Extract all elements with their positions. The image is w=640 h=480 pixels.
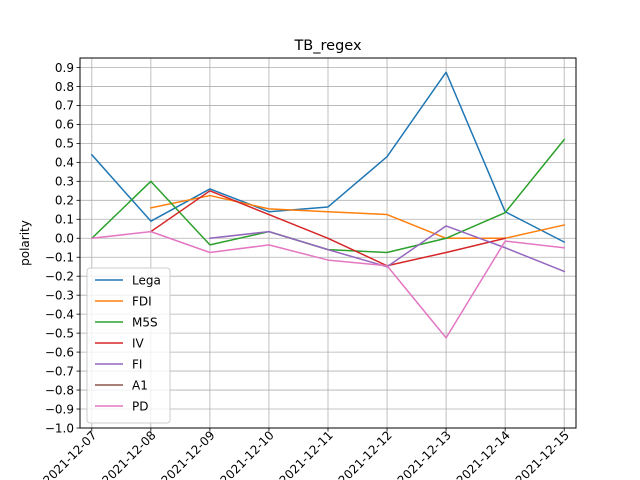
series-line-lega bbox=[90, 71, 566, 244]
y-tick-label: 0.6 bbox=[55, 118, 74, 132]
y-tick-label: −0.9 bbox=[45, 402, 74, 416]
legend-box bbox=[86, 267, 171, 424]
legend-label: Lega bbox=[132, 274, 161, 288]
y-axis-ticks: −1.0 −0.9 −0.8 −0.7 −0.6 −0.5 −0.4 −0.3 −0.2 −0.1… bbox=[45, 61, 80, 435]
legend-label: A1 bbox=[132, 379, 148, 393]
y-tick-label: 0.0 bbox=[55, 232, 74, 246]
legend-item-lega: Lega bbox=[95, 274, 161, 288]
y-tick-label: 0.3 bbox=[55, 175, 74, 189]
legend-item-pd: PD bbox=[95, 400, 148, 414]
y-tick-label: −0.7 bbox=[45, 364, 74, 378]
y-tick-label: −0.3 bbox=[45, 288, 74, 302]
y-tick-label: −0.2 bbox=[45, 270, 74, 284]
series-pd bbox=[90, 230, 566, 339]
legend-label: IV bbox=[132, 337, 145, 351]
legend-item-fdi: FDI bbox=[95, 295, 152, 309]
y-tick-label: −0.4 bbox=[45, 307, 74, 321]
series-iv bbox=[149, 190, 507, 267]
y-tick-label: 0.4 bbox=[55, 156, 74, 170]
legend-label: M5S bbox=[132, 316, 158, 330]
y-tick-label: 0.8 bbox=[55, 80, 74, 94]
y-axis-label: polarity bbox=[18, 220, 32, 266]
y-tick-label: −0.6 bbox=[45, 345, 74, 359]
y-tick-label: 0.5 bbox=[55, 137, 74, 151]
legend-label: FI bbox=[132, 358, 142, 372]
series-line-iv bbox=[149, 190, 507, 267]
legend: Lega FDI M5S IV FI A1 PD bbox=[86, 267, 171, 424]
y-tick-label: −1.0 bbox=[45, 421, 74, 435]
y-tick-label: 0.7 bbox=[55, 99, 74, 113]
series-line-pd bbox=[90, 230, 566, 339]
legend-label: PD bbox=[132, 400, 148, 414]
series-lines bbox=[90, 71, 566, 339]
y-tick-label: −0.8 bbox=[45, 383, 74, 397]
series-line-fdi bbox=[149, 194, 566, 240]
y-tick-label: −0.5 bbox=[45, 326, 74, 340]
series-fdi bbox=[149, 194, 566, 240]
y-tick-label: 0.9 bbox=[55, 61, 74, 75]
legend-item-fi: FI bbox=[95, 358, 142, 372]
y-tick-label: 0.2 bbox=[55, 194, 74, 208]
y-tick-label: 0.1 bbox=[55, 213, 74, 227]
legend-item-iv: IV bbox=[95, 337, 145, 351]
legend-item-a1: A1 bbox=[95, 379, 148, 393]
legend-item-m5s: M5S bbox=[95, 316, 158, 330]
y-tick-label: −0.1 bbox=[45, 251, 74, 265]
legend-label: FDI bbox=[132, 295, 152, 309]
chart-title: TB_regex bbox=[293, 38, 361, 54]
